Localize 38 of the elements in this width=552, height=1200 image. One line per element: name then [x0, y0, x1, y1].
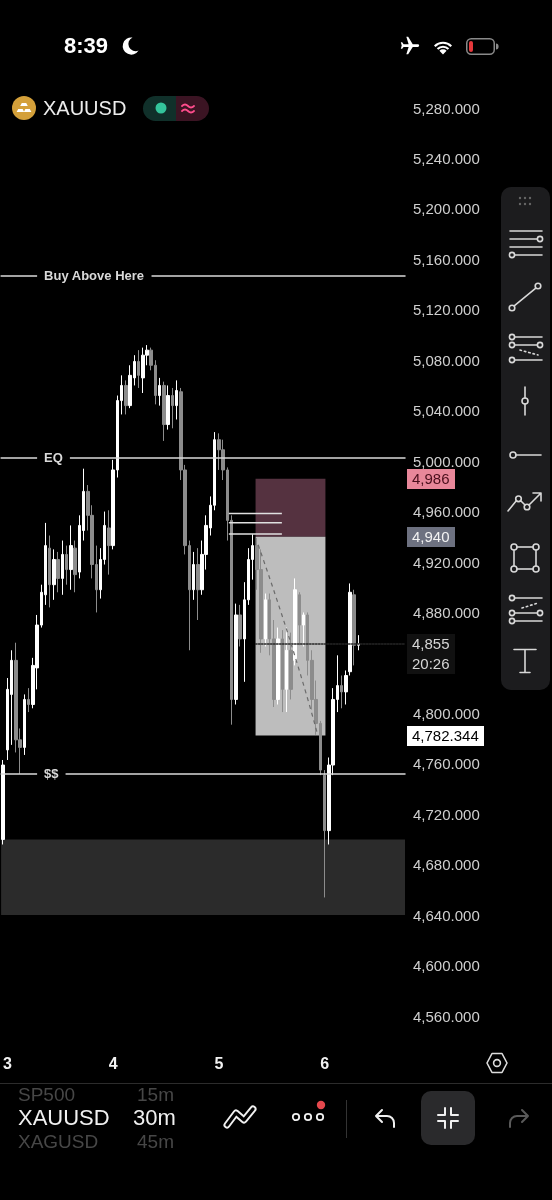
x-tick-label: 5 — [214, 1054, 224, 1072]
y-tick-label: 4,920.000 — [413, 553, 480, 571]
ref-line-label: 4,855 — [407, 633, 455, 654]
y-tick-label: 4,640.000 — [413, 906, 480, 924]
chart-title: XAUUSD — [43, 96, 127, 120]
y-tick-label: 4,880.000 — [413, 603, 480, 621]
ref-line-label: Buy Above Here — [44, 268, 145, 284]
y-tick-label: 4,760.000 — [413, 755, 480, 773]
text: 15m — [137, 1084, 174, 1105]
y-tick-label: 4,800.000 — [413, 704, 480, 722]
y-tick-label: 5,080.000 — [413, 351, 480, 369]
text: 4,986 — [407, 468, 455, 489]
y-tick-label: 5,280.000 — [413, 99, 480, 117]
y-tick-label: 4,720.000 — [413, 805, 480, 823]
y-tick-label: 5,200.000 — [413, 200, 480, 218]
y-tick-label: 5,160.000 — [413, 250, 480, 268]
text: XAUUSD — [18, 1105, 110, 1130]
text: XAGUSD — [18, 1131, 99, 1152]
x-tick-label: 4 — [108, 1054, 118, 1072]
x-tick-label: 3 — [3, 1054, 12, 1072]
y-tick-label: 4,680.000 — [413, 856, 480, 874]
y-tick-label: 5,240.000 — [413, 149, 480, 167]
text: 4,940 — [407, 526, 455, 547]
x-tick-label: 6 — [320, 1054, 330, 1072]
y-tick-label: 4,960.000 — [413, 503, 480, 521]
text: SP500 — [18, 1084, 76, 1105]
text: 8:39 — [64, 33, 109, 59]
y-tick-label: 5,120.000 — [413, 301, 480, 319]
text: 30m — [133, 1105, 176, 1130]
y-tick-label: 4,560.000 — [413, 1007, 480, 1025]
y-tick-label: 5,000.000 — [413, 452, 480, 470]
ref-line-label: EQ — [44, 449, 63, 465]
text: 45m — [137, 1131, 174, 1152]
text: 4,782.344 — [407, 725, 484, 746]
y-tick-label: 5,040.000 — [413, 402, 480, 420]
y-tick-label: 4,600.000 — [413, 957, 480, 975]
text: 20:26 — [407, 653, 455, 674]
ref-line-label: $$ — [44, 766, 60, 782]
